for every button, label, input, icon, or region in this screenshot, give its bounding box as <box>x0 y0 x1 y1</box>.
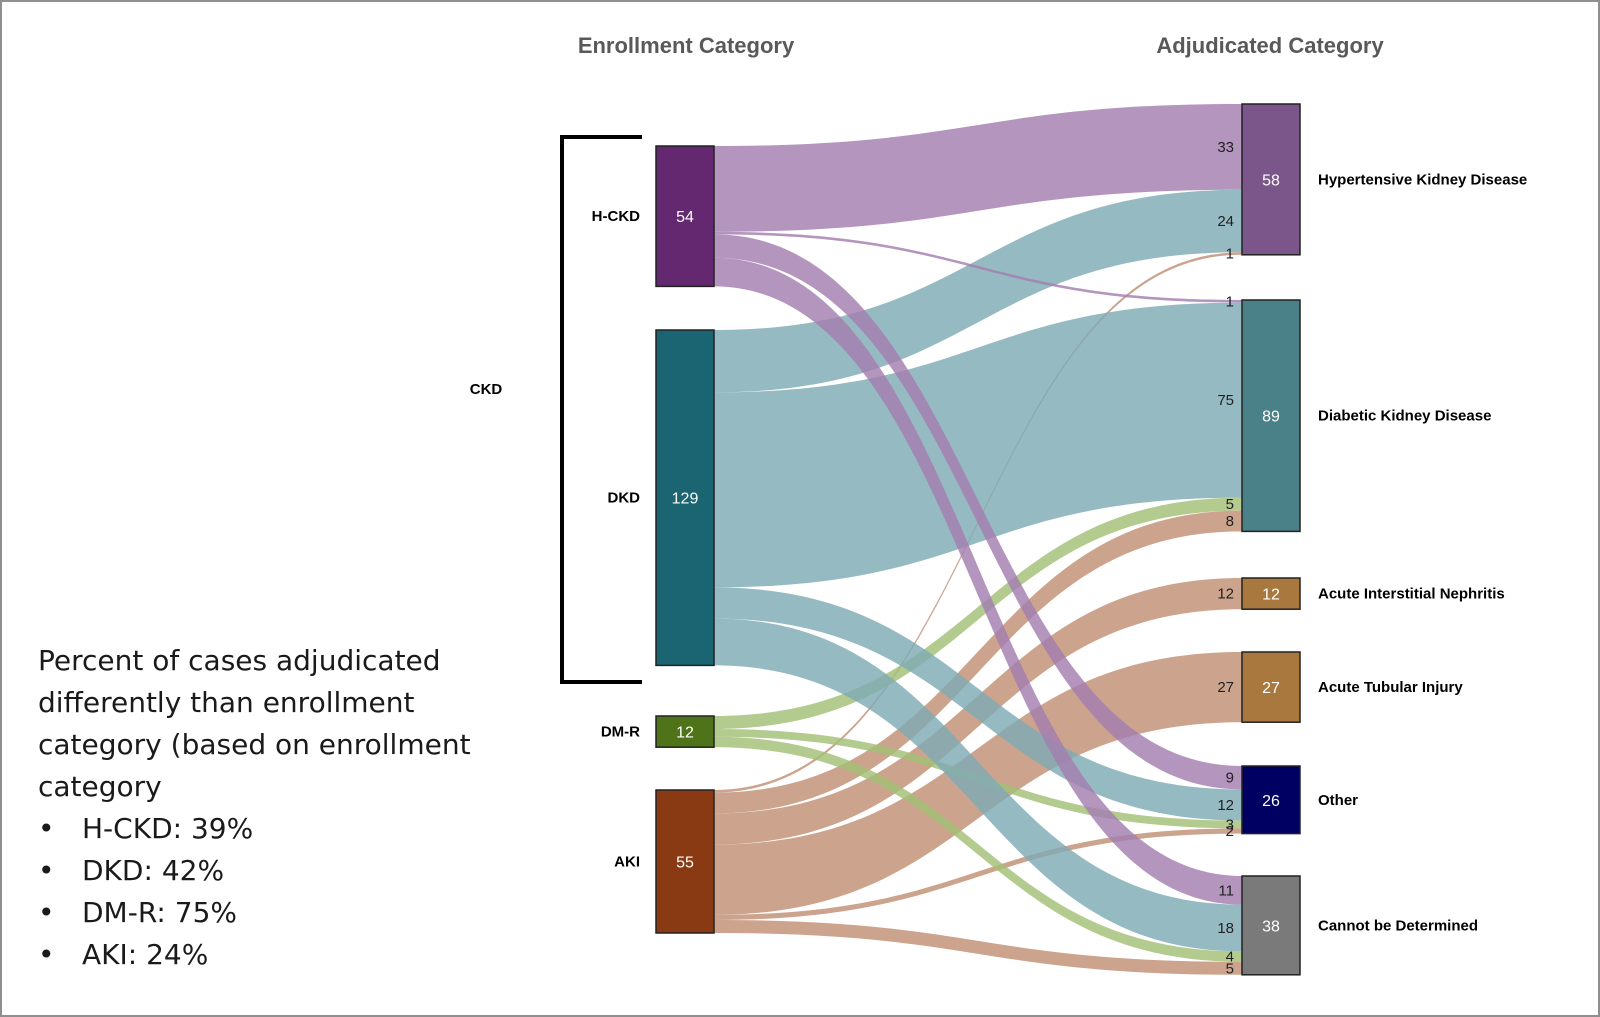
flow-label-aki-ati: 27 <box>1217 679 1234 696</box>
node-value-hkd: 58 <box>1262 172 1280 189</box>
note-item-hckd: H-CKD: 39% <box>38 808 538 850</box>
node-label-hkd: Hypertensive Kidney Disease <box>1318 171 1527 188</box>
enrollment-category-title: Enrollment Category <box>578 33 795 58</box>
flow-dmr-cbd <box>714 736 1242 962</box>
node-value-ain: 12 <box>1262 587 1280 604</box>
flows-layer <box>714 104 1242 975</box>
node-value-cbd: 38 <box>1262 918 1280 935</box>
node-dkd <box>655 329 715 667</box>
node-label-dkdt: Diabetic Kidney Disease <box>1318 408 1491 425</box>
node-value-aki: 55 <box>676 855 694 872</box>
note-item-dkd: DKD: 42% <box>38 850 538 892</box>
flow-label-dkd-cbd: 18 <box>1217 920 1234 937</box>
adjudicated-category-title: Adjudicated Category <box>1156 33 1384 58</box>
flow-label-hckd-cbd: 11 <box>1218 882 1234 899</box>
flow-aki-dkdt <box>714 510 1242 814</box>
flow-label-dmr-cbd: 4 <box>1226 949 1234 966</box>
node-value-dmr: 12 <box>676 725 694 742</box>
flow-dmr-dkdt <box>714 497 1242 729</box>
flow-hckd-cbd <box>714 257 1242 905</box>
ckd-bracket <box>560 135 642 684</box>
flow-label-dkd-oth: 12 <box>1217 797 1234 814</box>
flow-hckd-oth <box>714 234 1242 790</box>
node-label-ain: Acute Interstitial Nephritis <box>1318 586 1505 603</box>
node-label-aki: AKI <box>614 854 640 871</box>
flow-hckd-dkdt <box>714 231 1242 303</box>
node-label-ati: Acute Tubular Injury <box>1318 679 1463 696</box>
ckd-group-label: CKD <box>470 381 503 398</box>
flow-label-aki-hkd: 1 <box>1226 246 1234 263</box>
flow-label-dmr-oth: 3 <box>1226 817 1234 834</box>
notes-list: H-CKD: 39% DKD: 42% DM-R: 75% AKI: 24% <box>38 808 538 976</box>
flow-dkd-oth <box>714 587 1242 821</box>
flow-label-aki-oth: 2 <box>1226 823 1234 840</box>
node-label-dkd: DKD <box>608 490 641 507</box>
flow-label-dkd-hkd: 24 <box>1217 213 1234 230</box>
flow-dkd-cbd <box>714 618 1242 952</box>
node-value-dkdt: 89 <box>1262 409 1280 426</box>
node-label-oth: Other <box>1318 792 1358 809</box>
notes-intro: Percent of cases adjudicated differently… <box>38 644 471 803</box>
node-value-oth: 26 <box>1262 793 1280 810</box>
flow-label-aki-ain: 12 <box>1217 586 1234 603</box>
node-dkdt <box>1241 299 1301 533</box>
flow-label-dmr-dkdt: 5 <box>1226 496 1234 513</box>
node-hkd <box>1241 103 1301 256</box>
flow-dkd-dkdt <box>714 302 1242 588</box>
node-ati <box>1241 651 1301 723</box>
flow-label-aki-cbd: 5 <box>1226 960 1234 977</box>
node-dmr <box>655 715 715 748</box>
flow-hckd-hkd <box>714 104 1242 232</box>
flow-label-hckd-hkd: 33 <box>1217 139 1234 156</box>
node-hckd <box>655 145 715 288</box>
flow-aki-oth <box>714 828 1242 920</box>
node-cbd <box>1241 875 1301 976</box>
note-item-aki: AKI: 24% <box>38 934 538 976</box>
node-oth <box>1241 765 1301 835</box>
notes-panel: Percent of cases adjudicated differently… <box>38 640 538 976</box>
node-value-ati: 27 <box>1262 680 1280 697</box>
node-label-hckd: H-CKD <box>592 208 640 225</box>
node-ain <box>1241 577 1301 610</box>
flow-aki-cbd <box>714 920 1242 975</box>
node-aki <box>655 789 715 934</box>
node-label-dmr: DM-R <box>601 724 640 741</box>
node-value-dkd: 129 <box>672 491 699 508</box>
flow-label-dkd-dkdt: 75 <box>1217 392 1234 409</box>
flow-label-hckd-dkdt: 1 <box>1226 293 1234 310</box>
node-value-hckd: 54 <box>676 209 694 226</box>
flow-label-hckd-oth: 9 <box>1226 770 1234 787</box>
note-item-dmr: DM-R: 75% <box>38 892 538 934</box>
node-label-cbd: Cannot be Determined <box>1318 917 1478 934</box>
flow-label-aki-dkdt: 8 <box>1226 513 1234 530</box>
